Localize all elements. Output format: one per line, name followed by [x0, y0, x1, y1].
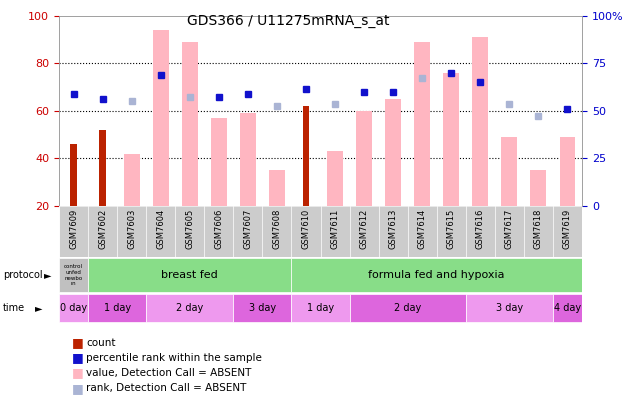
- Text: GDS366 / U11275mRNA_s_at: GDS366 / U11275mRNA_s_at: [187, 14, 390, 28]
- Text: 1 day: 1 day: [307, 303, 334, 313]
- Bar: [153, 30, 169, 206]
- Bar: [501, 137, 517, 206]
- Text: 1 day: 1 day: [104, 303, 131, 313]
- Text: breast fed: breast fed: [162, 270, 218, 280]
- Text: time: time: [3, 303, 26, 313]
- Bar: [385, 99, 401, 206]
- Text: GSM7618: GSM7618: [534, 208, 543, 249]
- Text: formula fed and hypoxia: formula fed and hypoxia: [369, 270, 505, 280]
- Bar: [444, 73, 459, 206]
- Text: GSM7614: GSM7614: [418, 208, 427, 249]
- Text: 3 day: 3 day: [496, 303, 523, 313]
- Text: GSM7608: GSM7608: [272, 208, 281, 249]
- Text: ►: ►: [35, 303, 43, 313]
- Text: GSM7603: GSM7603: [127, 208, 136, 249]
- Text: GSM7610: GSM7610: [301, 208, 310, 249]
- Text: control
unfed
newbo
rn: control unfed newbo rn: [64, 264, 83, 286]
- Bar: [269, 170, 285, 206]
- Bar: [292, 294, 349, 322]
- Text: ■: ■: [72, 352, 83, 364]
- Text: 3 day: 3 day: [249, 303, 276, 313]
- Text: value, Detection Call = ABSENT: value, Detection Call = ABSENT: [86, 368, 251, 378]
- Bar: [88, 258, 292, 292]
- Text: 4 day: 4 day: [554, 303, 581, 313]
- Text: GSM7616: GSM7616: [476, 208, 485, 249]
- Bar: [182, 42, 197, 206]
- Bar: [560, 137, 576, 206]
- Text: GSM7605: GSM7605: [185, 208, 194, 249]
- Text: GSM7611: GSM7611: [331, 208, 340, 249]
- Text: 2 day: 2 day: [394, 303, 421, 313]
- Text: rank, Detection Call = ABSENT: rank, Detection Call = ABSENT: [86, 383, 246, 393]
- Bar: [88, 294, 146, 322]
- Text: ■: ■: [72, 337, 83, 349]
- Bar: [414, 42, 430, 206]
- Text: ■: ■: [72, 382, 83, 394]
- Text: count: count: [86, 338, 115, 348]
- Text: ■: ■: [72, 367, 83, 379]
- Bar: [356, 111, 372, 206]
- Bar: [327, 151, 343, 206]
- Text: percentile rank within the sample: percentile rank within the sample: [86, 353, 262, 363]
- Bar: [59, 258, 88, 292]
- Text: GSM7613: GSM7613: [388, 208, 397, 249]
- Text: GSM7607: GSM7607: [244, 208, 253, 249]
- Text: GSM7609: GSM7609: [69, 208, 78, 249]
- Bar: [59, 294, 88, 322]
- Bar: [146, 294, 233, 322]
- Bar: [303, 106, 309, 206]
- Text: 2 day: 2 day: [176, 303, 203, 313]
- Bar: [466, 294, 553, 322]
- Text: GSM7604: GSM7604: [156, 208, 165, 249]
- Bar: [472, 37, 488, 206]
- Text: GSM7602: GSM7602: [98, 208, 107, 249]
- Bar: [292, 258, 582, 292]
- Bar: [233, 294, 292, 322]
- Bar: [124, 154, 140, 206]
- Text: GSM7619: GSM7619: [563, 208, 572, 249]
- Bar: [349, 294, 466, 322]
- Bar: [240, 113, 256, 206]
- Text: GSM7612: GSM7612: [360, 208, 369, 249]
- Bar: [531, 170, 546, 206]
- Bar: [211, 118, 227, 206]
- Bar: [99, 130, 106, 206]
- Text: ►: ►: [44, 270, 51, 280]
- Bar: [553, 294, 582, 322]
- Text: GSM7606: GSM7606: [214, 208, 223, 249]
- Text: GSM7617: GSM7617: [505, 208, 514, 249]
- Text: 0 day: 0 day: [60, 303, 87, 313]
- Text: protocol: protocol: [3, 270, 43, 280]
- Bar: [71, 144, 77, 206]
- Text: GSM7615: GSM7615: [447, 208, 456, 249]
